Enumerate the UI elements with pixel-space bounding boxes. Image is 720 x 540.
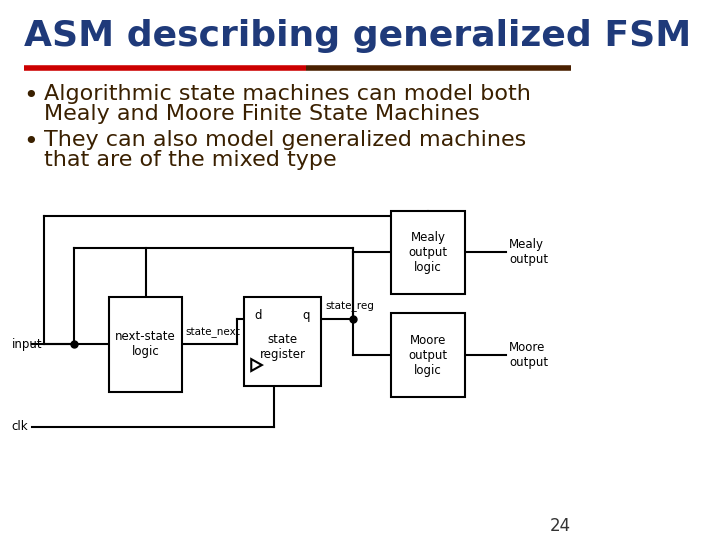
Text: ASM describing generalized FSM: ASM describing generalized FSM <box>24 19 690 53</box>
Text: input: input <box>12 338 42 351</box>
Text: Algorithmic state machines can model both: Algorithmic state machines can model bot… <box>44 84 531 104</box>
Text: d: d <box>255 309 262 322</box>
Text: q: q <box>302 309 310 322</box>
Text: Mealy and Moore Finite State Machines: Mealy and Moore Finite State Machines <box>44 104 480 124</box>
Text: 24: 24 <box>549 517 571 535</box>
Text: •: • <box>24 84 38 107</box>
Bar <box>244 297 320 386</box>
Bar <box>109 297 182 391</box>
Text: state_next: state_next <box>186 327 240 338</box>
Bar <box>391 313 465 397</box>
Text: clk: clk <box>12 420 28 433</box>
Text: state
register: state register <box>259 333 305 361</box>
Text: Mealy
output: Mealy output <box>509 239 548 266</box>
Text: state_reg: state_reg <box>325 301 374 312</box>
Text: Moore
output
logic: Moore output logic <box>408 334 448 376</box>
Text: Mealy
output
logic: Mealy output logic <box>408 231 448 274</box>
Text: that are of the mixed type: that are of the mixed type <box>44 150 337 170</box>
Text: They can also model generalized machines: They can also model generalized machines <box>44 130 526 150</box>
Text: next-state
logic: next-state logic <box>115 330 176 358</box>
Bar <box>391 211 465 294</box>
Text: •: • <box>24 130 38 153</box>
Text: Moore
output: Moore output <box>509 341 548 369</box>
